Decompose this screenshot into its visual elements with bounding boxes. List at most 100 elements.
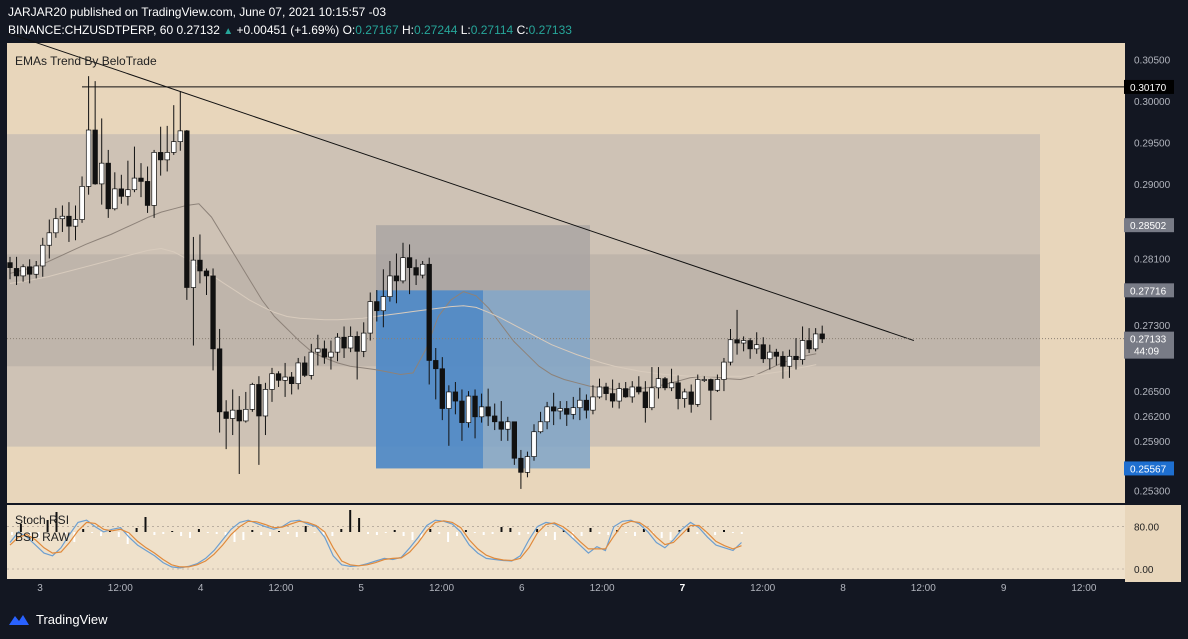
candle-bull: [727, 339, 734, 363]
candle-bull: [681, 391, 688, 399]
publish-info: JARJAR20 published on TradingView.com, J…: [8, 5, 387, 19]
candle-bear: [623, 388, 629, 398]
candle-bear: [158, 152, 164, 161]
close-value: 0.27133: [528, 23, 572, 37]
candle-bull: [125, 189, 131, 197]
candle-bull: [799, 340, 806, 360]
candle-bear: [321, 348, 328, 358]
current-price-tag: 0.27133: [1130, 335, 1167, 346]
ema-slow-line: [9, 247, 817, 377]
price-tick-label: 0.30500: [1134, 56, 1171, 67]
candle-bear: [642, 391, 648, 409]
candle-bull: [177, 130, 183, 142]
candle-bear: [118, 188, 125, 197]
candle-bull: [590, 396, 596, 411]
candle-bear: [688, 391, 694, 405]
candle-bear: [498, 421, 504, 430]
candle-bull: [308, 351, 314, 376]
price-tick-label: 0.29500: [1134, 138, 1171, 149]
time-tick-label: 5: [358, 583, 364, 594]
candle-bear: [13, 268, 20, 277]
last-price: 0.27132: [176, 23, 220, 37]
candle-bear: [734, 339, 740, 344]
candle-bear: [472, 395, 478, 418]
candle-bull: [531, 431, 537, 457]
candle-bear: [760, 344, 766, 360]
descending-trendline: [7, 32, 915, 342]
price-tick-label: 0.27300: [1134, 321, 1171, 332]
resistance-price-tag-bg: [1124, 79, 1174, 94]
candle-bear: [433, 360, 439, 370]
candle-bear: [197, 259, 203, 272]
candle-bull: [387, 275, 393, 297]
candle-bull: [99, 162, 105, 185]
price-tick-label: 0.29000: [1134, 180, 1171, 191]
candle-bear: [806, 340, 812, 350]
candle-bull: [79, 186, 85, 220]
candle-bull: [347, 336, 354, 349]
price-tick-label: 0.26500: [1134, 387, 1171, 398]
candle-bull: [53, 218, 59, 234]
candle-bear: [564, 408, 570, 415]
candle-bull: [315, 348, 321, 353]
candle-bull: [812, 333, 819, 350]
candle-bear: [583, 399, 590, 411]
candle-bull: [524, 456, 531, 473]
candle-bull: [714, 379, 721, 391]
candle-bull: [367, 301, 373, 334]
rsi-subtitle: BSP RAW: [15, 530, 70, 544]
candle-bull: [46, 232, 52, 246]
candle-bear: [518, 457, 524, 473]
candle-bull: [243, 408, 249, 422]
candle-bull: [537, 421, 544, 433]
price-tick-label: 0.25900: [1134, 437, 1171, 448]
candle-bear: [236, 409, 242, 422]
candle-bull: [701, 379, 707, 381]
candle-bear: [354, 336, 360, 352]
open-value: 0.27167: [355, 23, 399, 37]
candle-bear: [452, 391, 459, 402]
candle-bull: [655, 378, 662, 389]
candle-bear: [603, 386, 609, 394]
candle-bear: [675, 382, 681, 399]
price-tick-label: 0.30000: [1134, 97, 1171, 108]
candle-bear: [459, 400, 465, 423]
price-change: +0.00451 (+1.69%): [236, 23, 340, 37]
candle-bear: [374, 301, 380, 312]
target-price-tag: 0.25567: [1130, 464, 1167, 475]
candle-bull: [740, 340, 747, 344]
candle-bear: [138, 177, 144, 182]
candle-bull: [190, 259, 197, 288]
high-value: 0.27244: [413, 23, 458, 37]
symbol-label[interactable]: BINANCE:CHZUSDTPERP, 60: [8, 23, 174, 37]
candle-bear: [406, 257, 413, 268]
candle-bull: [668, 382, 675, 389]
candle-bear: [780, 355, 786, 367]
candle-bull: [557, 408, 563, 412]
price-tick-label: 0.28100: [1134, 254, 1171, 265]
candle-bear: [550, 406, 557, 412]
candle-bull: [695, 379, 701, 405]
time-tick-label: 3: [37, 583, 43, 594]
candle-bull: [577, 399, 583, 409]
time-tick-label: 9: [1001, 583, 1007, 594]
candle-bull: [33, 265, 39, 275]
time-tick-label: 12:00: [429, 583, 454, 594]
candle-bear: [439, 368, 445, 409]
candle-bull: [40, 244, 46, 267]
tradingview-footer[interactable]: TradingView: [8, 612, 108, 627]
candle-bull: [649, 387, 655, 409]
candle-bull: [151, 152, 157, 206]
candle-bull: [230, 409, 236, 419]
candle-bear: [275, 373, 282, 381]
time-axis-bg: [7, 579, 1125, 605]
candle-bull: [282, 376, 288, 381]
stop-price-tag-bg: [1124, 218, 1174, 233]
candle-bull: [380, 296, 386, 312]
low-value: 0.27114: [470, 23, 514, 37]
target-price-tag-bg: [1124, 461, 1174, 476]
time-tick-label: 12:00: [911, 583, 936, 594]
candle-bull: [400, 257, 406, 282]
candle-bull: [478, 406, 485, 418]
